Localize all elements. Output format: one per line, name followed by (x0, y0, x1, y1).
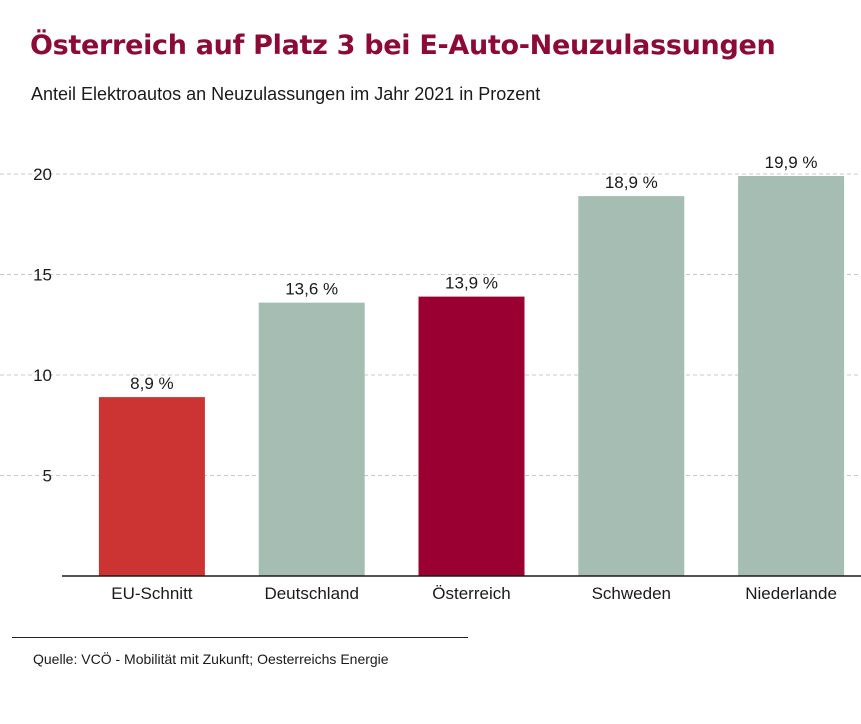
chart-subtitle: Anteil Elektroautos an Neuzulassungen im… (31, 84, 541, 104)
data-label: 8,9 % (130, 374, 173, 393)
source-note: Quelle: VCÖ - Mobilität mit Zukunft; Oes… (33, 651, 389, 667)
chart-title: Österreich auf Platz 3 bei E-Auto-Neuzul… (30, 30, 776, 61)
data-label: 19,9 % (765, 153, 818, 172)
bar (258, 302, 365, 576)
y-tick-label: 20 (33, 165, 52, 184)
data-label: 13,6 % (285, 280, 338, 299)
x-tick-label: EU-Schnitt (111, 584, 193, 603)
bar-chart: 5 10 15 20 8,9 % EU-Schnitt 13,6 % Deutschland 1… (0, 153, 861, 603)
bar (418, 296, 525, 576)
x-tick-label: Österreich (432, 584, 510, 603)
bar (738, 176, 845, 576)
source-divider (12, 637, 468, 638)
data-label: 18,9 % (605, 173, 658, 192)
x-tick-label: Niederlande (745, 584, 837, 603)
data-label: 13,9 % (445, 274, 498, 293)
y-tick-label: 10 (33, 366, 52, 385)
x-tick-label: Schweden (592, 584, 671, 603)
y-tick-label: 5 (43, 467, 52, 486)
y-tick-label: 15 (33, 266, 52, 285)
bar (98, 397, 205, 576)
x-tick-label: Deutschland (264, 584, 359, 603)
bar (578, 196, 685, 577)
